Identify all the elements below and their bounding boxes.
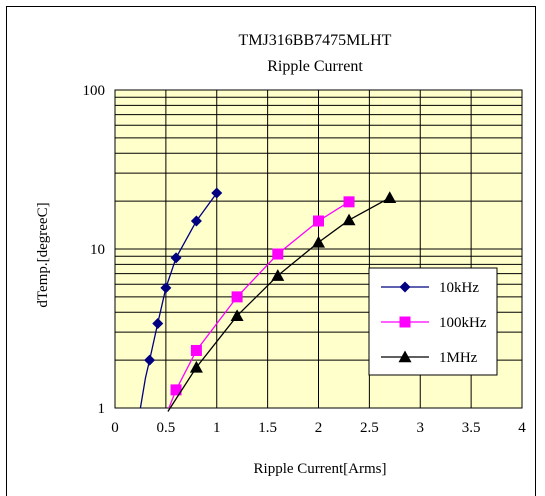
data-point [313,215,324,227]
data-point [272,248,284,260]
series-10kHz [139,187,223,409]
data-point [170,252,182,264]
legend-item-100kHz: 100kHz [381,315,487,331]
legend-label: 100kHz [439,315,487,331]
legend-item-1MHz: 1MHz [381,350,478,366]
data-point [170,384,182,396]
chart-subtitle: Ripple Current [267,58,363,75]
x-tick-label: 2 [315,420,323,436]
x-tick-label: 0 [111,420,119,436]
data-point [383,191,397,203]
data-point [144,354,156,366]
x-tick-label: 3.5 [462,420,481,436]
data-point [312,235,325,248]
data-point [152,317,164,329]
legend: 10kHz 100kHz 1MHz [368,267,498,376]
x-tick-label: 3 [417,420,425,436]
series-100kHz [168,196,355,409]
legend-marker [399,281,411,293]
legend-item-10kHz: 10kHz [381,280,479,296]
series-1MHz [167,191,397,412]
data-point [190,344,202,356]
x-tick-label: 4 [518,420,526,436]
y-tick-label: 1 [98,401,106,417]
y-tick-label: 100 [83,83,106,99]
legend-marker [399,316,411,328]
series-layer [139,187,397,412]
tick-labels: 0 0.5 1 1.5 2 2.5 3 3.5 4 1 10 100 [83,83,527,436]
y-axis-label: dTemp.[degreeC] [35,202,51,307]
x-tick-label: 1.5 [258,420,277,436]
series-line [139,192,218,409]
data-point [189,360,203,373]
y-tick-label: 10 [90,242,105,258]
data-point [211,187,223,199]
x-tick-label: 2.5 [360,420,379,436]
data-point [231,291,243,303]
data-point [342,213,356,226]
data-point [230,309,244,322]
data-point [190,215,202,227]
legend-label: 1MHz [439,350,478,366]
chart-title: TMJ316BB7475MLHT [239,32,392,49]
data-point [343,196,355,208]
data-point [271,269,285,281]
data-point [160,282,172,294]
legend-marker [398,350,412,363]
x-axis-label: Ripple Current[Arms] [254,461,387,477]
plot-border [114,89,523,409]
legend-label: 10kHz [439,280,479,296]
x-tick-label: 0.5 [157,420,176,436]
x-tick-label: 1 [213,420,221,436]
